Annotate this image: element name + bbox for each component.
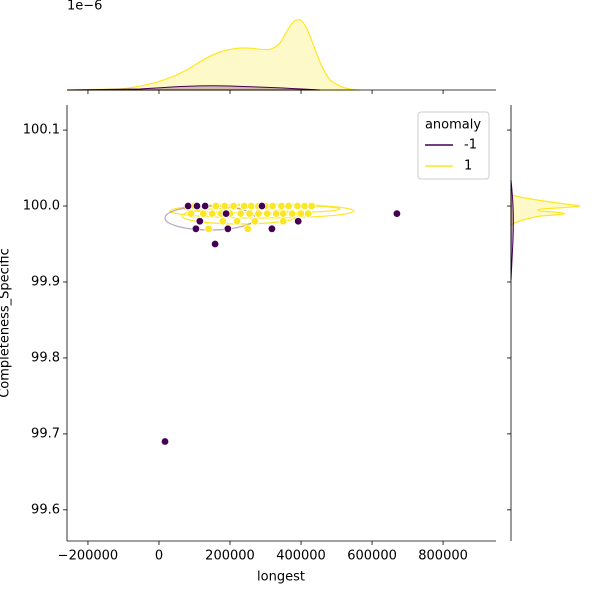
point bbox=[277, 201, 286, 211]
y-tick-label: 100.0 bbox=[23, 199, 60, 214]
point bbox=[204, 224, 213, 234]
y-tick-label: 99.9 bbox=[31, 274, 60, 289]
point bbox=[236, 209, 245, 218]
x-tick-label: 0 bbox=[155, 549, 163, 564]
point bbox=[296, 209, 306, 218]
x-tick-label: 200000 bbox=[205, 549, 255, 564]
x-tick-label: 400000 bbox=[276, 549, 326, 564]
point bbox=[218, 217, 228, 226]
y-tick-label: 100.1 bbox=[23, 123, 60, 138]
point bbox=[211, 201, 221, 211]
legend-label: 1 bbox=[464, 159, 472, 174]
point bbox=[392, 209, 402, 218]
point bbox=[293, 201, 302, 211]
y-tick-label: 99.6 bbox=[31, 502, 60, 517]
y-axis-label: Completeness_Specific bbox=[0, 248, 13, 398]
point bbox=[293, 217, 303, 226]
top-kde-anomaly-1 bbox=[66, 19, 361, 91]
legend: anomaly bbox=[417, 111, 490, 180]
x-tick-label: −200000 bbox=[58, 549, 119, 564]
point bbox=[271, 209, 281, 218]
point bbox=[267, 224, 277, 234]
right-kde-anomaly-1 bbox=[510, 194, 581, 227]
point bbox=[303, 209, 313, 218]
legend-label: -1 bbox=[464, 138, 477, 153]
point bbox=[220, 201, 229, 211]
x-tick-label: 600000 bbox=[347, 549, 397, 564]
point bbox=[257, 201, 267, 211]
point bbox=[268, 201, 277, 211]
y-tick-label: 99.8 bbox=[31, 350, 60, 365]
y-tick-label: 99.7 bbox=[31, 426, 60, 441]
point bbox=[195, 217, 205, 226]
offset-label: 1e−6 bbox=[67, 0, 102, 14]
point bbox=[229, 201, 238, 211]
point bbox=[247, 201, 256, 211]
point bbox=[279, 217, 288, 226]
point bbox=[186, 209, 196, 218]
point bbox=[183, 201, 193, 211]
point bbox=[191, 224, 201, 234]
legend-title: anomaly bbox=[425, 118, 481, 133]
point bbox=[210, 239, 220, 249]
point bbox=[200, 201, 210, 211]
point bbox=[223, 224, 233, 234]
point bbox=[232, 217, 242, 226]
point bbox=[263, 209, 272, 218]
point bbox=[240, 201, 249, 211]
point bbox=[250, 217, 260, 226]
point bbox=[192, 201, 202, 211]
top-kde-anomaly-neg1 bbox=[66, 85, 321, 91]
x-tick-label: 800000 bbox=[418, 549, 468, 564]
point bbox=[160, 437, 170, 446]
legend-box bbox=[417, 111, 490, 180]
point bbox=[208, 209, 217, 218]
point bbox=[284, 201, 293, 211]
point bbox=[243, 224, 252, 234]
point bbox=[254, 209, 263, 218]
x-axis-label: longest bbox=[257, 570, 305, 585]
point bbox=[245, 209, 254, 218]
point bbox=[300, 201, 309, 211]
point bbox=[287, 209, 297, 218]
right-kde-anomaly-neg1 bbox=[510, 179, 514, 281]
point bbox=[221, 209, 231, 218]
point bbox=[279, 209, 288, 218]
point bbox=[199, 209, 208, 218]
point bbox=[307, 201, 316, 211]
